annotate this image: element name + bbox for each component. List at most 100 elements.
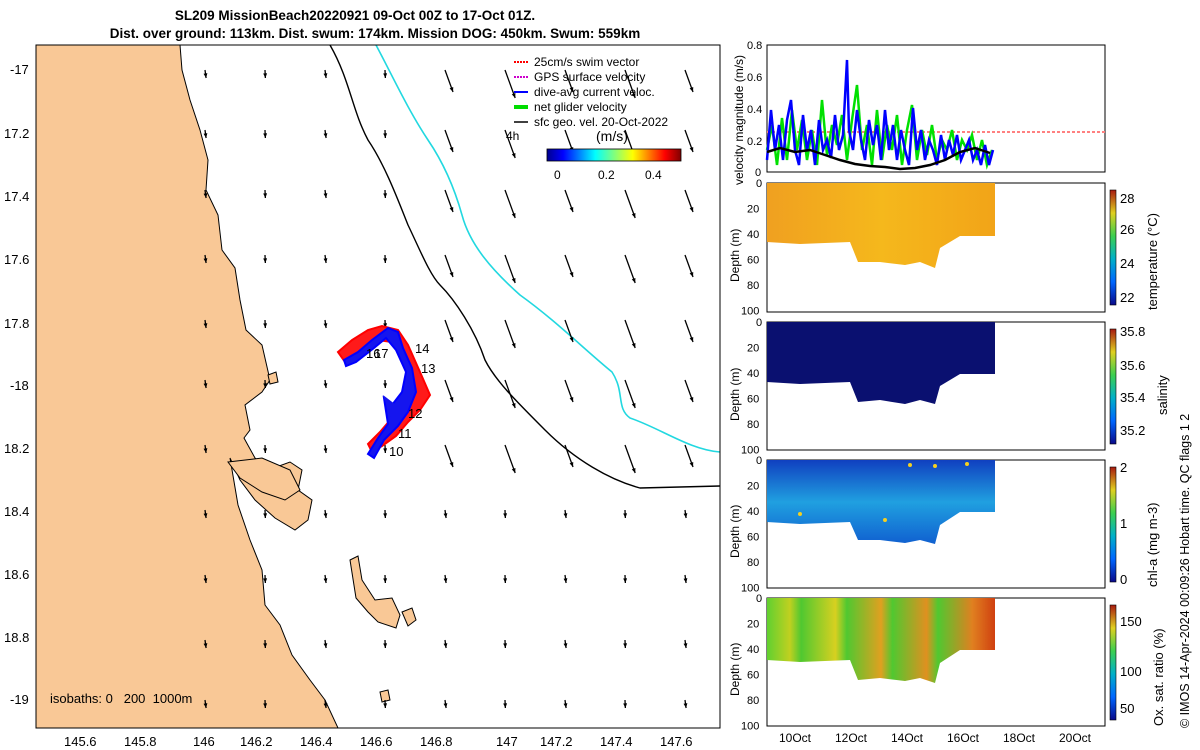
lon-tick: 146.8 [420,734,453,749]
isobath-200m [329,45,720,489]
oxygen-section [766,597,1106,727]
svg-text:50: 50 [1120,701,1134,716]
velocity-arrowhead [383,323,388,328]
dive-avg-current-line [765,59,995,166]
depth-tick: 40 [747,506,759,518]
depth-tick: 20 [747,481,759,493]
velocity-arrowhead [323,513,328,518]
velocity-arrow [624,189,636,219]
depth-tick: 60 [747,255,759,267]
depth-tick: 80 [747,557,759,569]
velocity-arrow [204,319,207,329]
svg-text:26: 26 [1120,222,1134,237]
lat-tick: 18.6 [4,567,30,582]
velocity-arrowhead [443,703,448,708]
velocity-arrow [564,574,567,584]
velocity-arrowhead [623,643,628,648]
lon-tick: 147.4 [600,734,633,749]
velocity-arrowhead [263,513,268,518]
temperature-section [766,182,1106,313]
velocity-arrow [564,254,574,278]
velocity-arrowhead [263,73,268,78]
velocity-arrow [624,69,636,99]
svg-text:0.6: 0.6 [747,72,762,84]
velocity-arrowhead [383,383,388,388]
velocity-arrowhead [263,703,268,708]
velocity-arrow [324,254,327,264]
oxygen-colorbar [1109,604,1117,721]
velocity-arrow [504,69,516,99]
velocity-arrow [684,699,687,709]
velocity-arrowhead [323,383,328,388]
velocity-arrow [204,69,207,79]
velocity-arrowhead [689,87,694,92]
lon-tick: 147 [496,734,518,749]
velocity-arrowhead [203,73,208,78]
velocity-arrowhead [383,578,388,583]
velocity-arrow [624,319,636,349]
velocity-arrow [204,509,207,519]
lat-tick: 17.8 [4,316,30,331]
day-label: 14 [415,341,429,356]
depth-tick: 60 [747,670,759,682]
svg-text:0: 0 [755,167,761,179]
colorbar-tick: 0 [554,168,561,182]
velocity-arrowhead [323,193,328,198]
svg-text:0.4: 0.4 [747,104,762,116]
lon-tick: 146 [193,734,215,749]
depth-tick: 0 [756,178,762,190]
velocity-arrowhead [631,343,636,348]
depth-tick: 0 [756,317,762,329]
velocity-panel [765,44,1106,173]
depth-tick: 60 [747,532,759,544]
lat-tick: -17 [10,62,29,77]
depth-tick: 60 [747,394,759,406]
velocity-arrow [324,319,327,329]
depth-tick: 80 [747,695,759,707]
velocity-arrow [204,254,207,264]
velocity-arrowhead [263,193,268,198]
day-label: 10 [389,444,403,459]
svg-text:24: 24 [1120,256,1134,271]
velocity-arrow [444,69,454,93]
velocity-arrow [444,639,447,649]
velocity-arrow [504,254,516,284]
velocity-arrowhead [511,278,516,283]
velocity-arrow [204,574,207,584]
velocity-arrow [564,379,574,403]
lat-tick: 17.4 [4,189,30,204]
velocity-arrowhead [449,462,454,467]
velocity-arrowhead [631,468,636,473]
velocity-arrow [444,129,454,153]
velocity-arrow [624,254,636,284]
lat-tick: 18.2 [4,441,30,456]
velocity-arrowhead [511,153,516,158]
velocity-arrowhead [563,643,568,648]
svg-text:1: 1 [1120,516,1127,531]
svg-text:22: 22 [1120,290,1134,305]
velocity-arrowhead [323,643,328,648]
isobaths-label: isobaths: 0 200 1000m [50,691,192,706]
time-marker-label: 4h [506,129,519,143]
velocity-arrow [684,639,687,649]
depth-axis-label: Depth (m) [728,643,742,696]
velocity-arrowhead [263,383,268,388]
svg-text:150: 150 [1120,614,1142,629]
velocity-arrowhead [623,703,628,708]
speed-colorbar [546,148,682,162]
velocity-arrowhead [503,643,508,648]
velocity-arrowhead [383,643,388,648]
velocity-arrow [504,379,516,409]
depth-tick: 80 [747,419,759,431]
velocity-arrowhead [263,578,268,583]
depth-axis-label: Depth (m) [728,505,742,558]
velocity-arrow [564,444,574,468]
date-tick: 18Oct [1003,731,1036,745]
colorbar-unit: (m/s) [596,128,628,144]
chla-colorbar [1109,466,1117,583]
velocity-arrowhead [203,383,208,388]
legend-label: 25cm/s swim vector [534,55,639,69]
velocity-arrow [504,319,516,349]
velocity-arrow [564,189,574,213]
